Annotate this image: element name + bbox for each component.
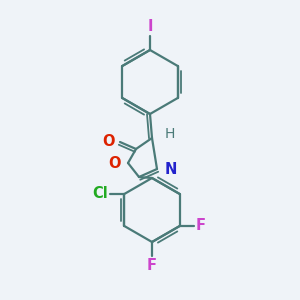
Text: I: I [147, 19, 153, 34]
Text: F: F [147, 258, 157, 273]
Text: O: O [103, 134, 115, 148]
Text: Cl: Cl [92, 187, 108, 202]
Text: O: O [109, 157, 121, 172]
Text: N: N [165, 163, 177, 178]
Text: H: H [165, 127, 175, 141]
Text: F: F [196, 218, 206, 233]
